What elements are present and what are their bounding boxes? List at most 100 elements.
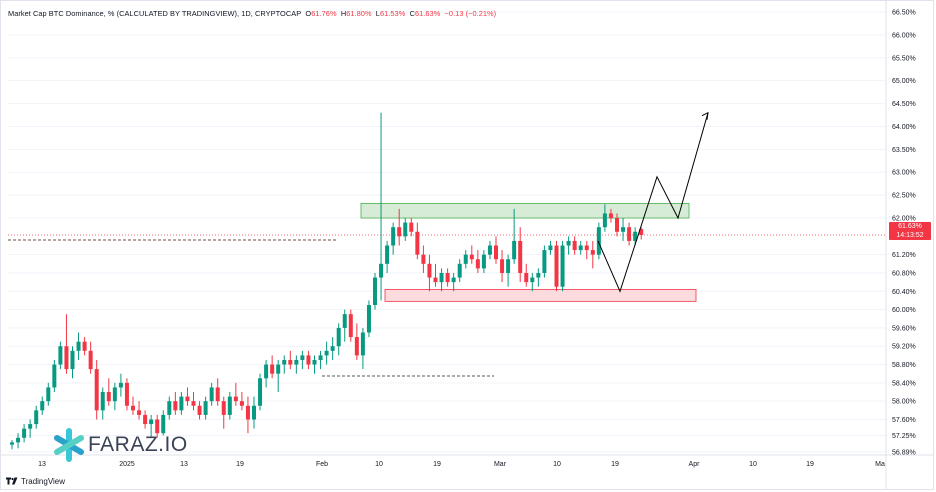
x-axis[interactable]: 13 2025 13 19 Feb 10 19 Mar 10 19 Apr 10 19 Ma (0, 454, 934, 468)
candle-body (227, 396, 232, 415)
candle (300, 350, 305, 370)
candle (106, 378, 111, 406)
change-value: −0.13 (−0.21%) (444, 9, 497, 18)
candle-body (366, 305, 371, 333)
candle (451, 272, 456, 292)
candle-body (306, 355, 311, 365)
candle-body (530, 277, 535, 283)
candle (530, 272, 535, 292)
x-tick-label: 13 (180, 461, 188, 468)
candle-body (397, 227, 402, 237)
candle-body (421, 254, 426, 264)
x-tick-label: 10 (375, 461, 383, 468)
candle-body (282, 359, 287, 365)
candle-body (639, 229, 644, 235)
candle (70, 346, 75, 379)
candle (239, 392, 244, 411)
candle (28, 419, 33, 438)
candle-body (403, 222, 408, 237)
candle (590, 240, 595, 269)
candle-body (433, 277, 438, 283)
x-tick-label: 19 (236, 461, 244, 468)
support-zone (384, 289, 697, 302)
candle (403, 218, 408, 241)
candle-body (342, 314, 347, 328)
candle-body (415, 231, 420, 255)
high-label: H (340, 9, 347, 18)
candle-body (500, 259, 505, 273)
candle (608, 208, 613, 223)
candle-body (312, 359, 317, 365)
y-tick-label: 60.80% (892, 270, 916, 277)
x-tick-label: Apr (689, 461, 701, 468)
x-tick-label: Mar (494, 461, 507, 468)
candle (100, 387, 105, 420)
candle (633, 227, 638, 246)
current-price: 61.63% (898, 223, 922, 230)
candle (94, 359, 99, 420)
projection-path (597, 111, 709, 293)
candle (427, 254, 432, 292)
candle-body (566, 240, 571, 246)
candle-body (318, 355, 323, 360)
candle-body (143, 414, 148, 425)
candle (161, 410, 166, 436)
candle (379, 112, 384, 301)
candle-body (118, 382, 123, 388)
low-label: L (375, 9, 380, 18)
candle (185, 387, 190, 406)
candle (10, 440, 14, 450)
candle (572, 236, 577, 255)
candle (475, 250, 480, 273)
candle (137, 401, 142, 420)
close-label: C (409, 9, 415, 18)
candle (324, 341, 329, 365)
candle (469, 245, 474, 264)
resistance-zone (360, 202, 690, 219)
y-tick-label: 58.80% (892, 362, 916, 369)
low-value: 61.53% (379, 9, 406, 18)
tradingview-logo-icon (6, 477, 18, 485)
candle (596, 222, 601, 260)
candle-body (64, 346, 69, 370)
candle (366, 300, 371, 338)
y-tick-label: 62.50% (892, 193, 916, 200)
candle-body (481, 254, 486, 269)
candle-body (633, 231, 638, 241)
candle-body (475, 259, 480, 269)
candle-body (439, 272, 444, 283)
y-axis[interactable]: 66.50% 66.00% 65.50% 65.00% 64.50% 64.00% 63.5… (885, 0, 916, 490)
candle (360, 327, 365, 370)
candle (566, 236, 571, 255)
candle (391, 222, 396, 255)
close-value: 61.63% (414, 9, 441, 18)
candle-body (463, 254, 468, 264)
watermark-text: FARAZ.IO (88, 433, 188, 456)
candle (245, 396, 250, 434)
candle-body (94, 369, 99, 411)
candle-body (542, 250, 547, 273)
candle-body (124, 382, 129, 406)
candle (131, 396, 135, 415)
candle-body (560, 245, 565, 287)
candle (336, 323, 341, 356)
candle (385, 240, 390, 273)
y-tick-label: 61.20% (892, 252, 916, 259)
candle (397, 208, 402, 246)
candle-body (264, 364, 269, 379)
candle-body (324, 350, 329, 356)
open-label: O (305, 9, 312, 18)
candle (518, 227, 523, 283)
candles[interactable] (10, 112, 644, 450)
y-tick-label: 57.25% (892, 433, 916, 440)
candle-body (100, 392, 105, 411)
candle-body (608, 213, 613, 219)
candle-body (615, 218, 619, 232)
candle-body (536, 272, 541, 278)
candle-body (409, 222, 414, 232)
tradingview-footer[interactable]: TradingView (6, 475, 65, 487)
candle (221, 396, 226, 429)
candle-body (52, 364, 57, 388)
candle-body (385, 245, 390, 264)
